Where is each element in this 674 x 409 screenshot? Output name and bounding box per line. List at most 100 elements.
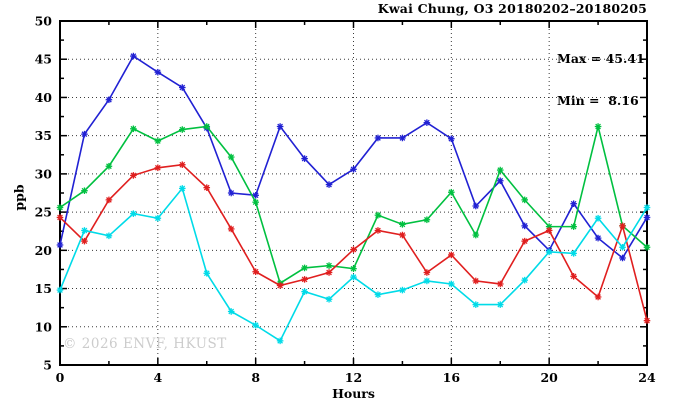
chart-title: Kwai Chung, O3 20180202–20180205 [377,1,647,16]
series-blue-marker [228,190,235,196]
series-cyan-marker [252,322,259,329]
series-blue-marker [106,96,112,103]
series-cyan-marker [179,185,186,192]
series-cyan-marker [57,287,63,293]
series-blue-marker [252,192,259,199]
series-cyan-marker [375,291,381,298]
series-green-marker [301,265,308,271]
y-tick-label: 20 [35,243,53,258]
series-red-marker [228,226,235,232]
series-cyan-marker [154,215,161,222]
y-tick-label: 50 [35,14,53,29]
series-blue-marker [326,181,332,188]
series-cyan-marker [277,337,283,344]
series-green-marker [81,187,88,194]
series-green-marker [130,125,137,132]
series-blue-marker [81,131,88,137]
series-red-marker [644,317,650,324]
series-blue-marker [424,119,430,126]
series-red-marker [424,269,430,276]
series-red-marker [252,268,259,275]
series-cyan-marker [326,296,332,303]
x-tick-label: 20 [540,370,558,385]
series-red-marker [472,278,479,284]
series-green-marker [424,216,430,223]
series-green-marker [228,154,235,160]
series-cyan-marker [203,270,210,277]
series-red-marker [154,164,161,171]
series-blue-marker [277,123,283,130]
x-tick-label: 12 [345,370,362,385]
series-blue-marker [130,53,137,59]
y-tick-label: 15 [35,281,52,296]
series-blue-marker [399,135,406,141]
x-tick-label: 8 [251,370,260,385]
min-value-line: Min = 8.16 [557,93,639,108]
series-cyan-marker [301,288,308,295]
y-tick-label: 25 [35,205,52,220]
series-red-marker [203,184,210,191]
series-red-marker [350,246,357,253]
series-green-marker [521,197,528,203]
series-red-marker [546,227,553,234]
y-tick-label: 30 [35,166,53,181]
series-red-marker [130,172,137,179]
series-cyan-marker [472,301,479,308]
series-red-marker [570,273,577,280]
y-tick-label: 40 [35,90,53,105]
series-green-marker [570,223,577,230]
series-green-marker [326,262,332,269]
series-cyan-marker [399,287,406,293]
series-cyan-marker [521,277,528,284]
x-tick-label: 24 [638,370,656,385]
series-cyan-marker [350,274,357,280]
series-blue-marker [179,84,186,91]
series-cyan-marker [448,281,455,287]
series-red-marker [106,197,112,203]
series-cyan-marker [106,232,112,239]
series-green-marker [154,138,161,144]
series-cyan-marker [546,249,553,255]
series-blue-marker [350,166,357,173]
series-blue-marker [472,203,479,209]
series-cyan-marker [644,204,650,211]
y-tick-label: 35 [35,128,52,143]
series-red-marker [81,238,88,245]
x-axis-label: Hours [332,386,375,401]
series-red-marker [326,269,332,276]
series-green-marker [644,244,650,251]
series-cyan-marker [497,301,504,308]
series-red-marker [301,276,308,283]
series-green-marker [595,123,601,130]
y-tick-label: 5 [43,358,52,373]
y-axis-label: ppb [11,184,27,211]
y-tick-label: 10 [35,319,53,334]
series-red-marker [619,223,626,229]
series-blue-marker [619,255,626,261]
series-red-marker [375,227,381,234]
series-green-marker [472,232,479,238]
watermark: © 2026 ENVF, HKUST [63,336,227,352]
series-green-marker [203,123,210,130]
series-cyan-marker [424,278,430,284]
series-red-marker [179,161,186,168]
series-blue-marker [301,155,308,162]
series-green-marker [448,189,455,196]
series-cyan-marker [228,308,235,315]
x-tick-label: 0 [56,370,65,385]
series-green-marker [57,204,63,211]
series-blue-marker [570,200,577,207]
series-green-marker [497,167,504,173]
max-value-line: Max = 45.41 [557,51,645,66]
series-red-marker [448,252,455,258]
max-min-annotation: Max = 45.41 Min = 8.16 [557,24,645,136]
series-cyan-marker [81,227,88,234]
series-cyan-marker [130,210,137,217]
series-cyan-marker [619,244,626,251]
series-cyan-marker [595,215,601,222]
series-red-marker [57,214,63,221]
series-cyan-marker [570,250,577,257]
series-green-marker [399,221,406,228]
